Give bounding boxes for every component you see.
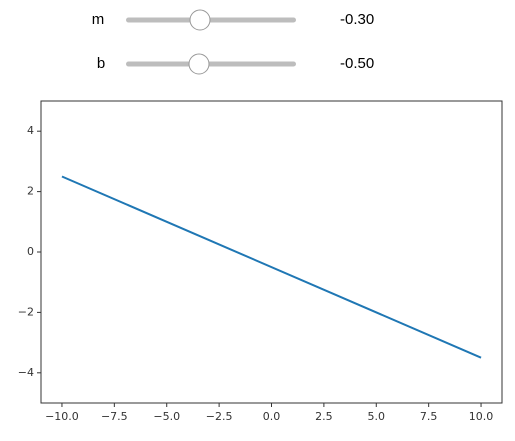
x-tick-label: 7.5 — [420, 410, 438, 423]
slider-value: -0.30 — [340, 11, 374, 28]
slider-value: -0.50 — [340, 55, 374, 72]
slider-label: m — [92, 11, 105, 28]
x-tick-label: 0.0 — [263, 410, 281, 423]
x-tick-label: −2.5 — [206, 410, 233, 423]
x-tick-label: −5.0 — [153, 410, 180, 423]
slider-track[interactable] — [126, 17, 296, 23]
y-tick-label: −4 — [18, 366, 34, 379]
x-tick-label: −10.0 — [45, 410, 79, 423]
slider-b[interactable]: b -0.50 — [97, 53, 374, 75]
x-tick-label: 10.0 — [469, 410, 494, 423]
x-tick-label: 2.5 — [315, 410, 333, 423]
x-tick-label: 5.0 — [368, 410, 386, 423]
y-tick-label: 4 — [27, 124, 34, 137]
slider-track[interactable] — [126, 61, 296, 67]
plot: −10.0 −7.5 −5.0 −2.5 0.0 2.5 5.0 7.5 10.0 −4 −2 0 2 4 — [18, 100, 503, 423]
y-tick-label: 2 — [27, 185, 34, 198]
x-tick-label: −7.5 — [101, 410, 128, 423]
line — [61, 175, 482, 359]
y-tick-label: −2 — [18, 305, 34, 318]
slider-m[interactable]: m -0.30 — [92, 9, 374, 31]
axes-frame — [40, 100, 503, 404]
y-tick-label: 0 — [27, 245, 34, 258]
slider-handle[interactable] — [188, 53, 210, 75]
slider-handle[interactable] — [189, 9, 211, 31]
slider-label: b — [97, 55, 105, 72]
